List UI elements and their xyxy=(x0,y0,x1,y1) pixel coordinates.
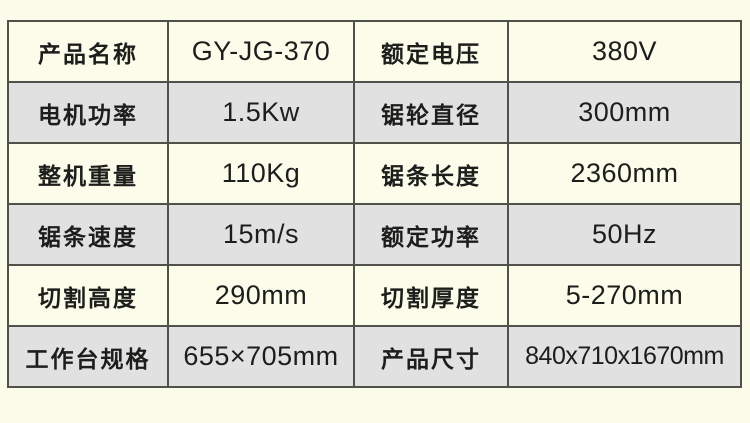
table-row: 工作台规格 655×705mm 产品尺寸 840x710x1670mm xyxy=(7,325,742,388)
saw-blade-length-value: 2360mm xyxy=(507,142,742,205)
cutting-thickness-value: 5-270mm xyxy=(507,264,742,327)
table-row: 产品名称 GY-JG-370 额定电压 380V xyxy=(7,20,742,83)
saw-wheel-diameter-value: 300mm xyxy=(507,81,742,144)
table-row: 锯条速度 15m/s 额定功率 50Hz xyxy=(7,203,742,266)
saw-blade-length-label: 锯条长度 xyxy=(353,142,509,205)
worktable-size-value: 655×705mm xyxy=(167,325,355,388)
rated-voltage-label: 额定电压 xyxy=(353,20,509,83)
worktable-size-label: 工作台规格 xyxy=(7,325,169,388)
rated-power-value: 50Hz xyxy=(507,203,742,266)
machine-weight-label: 整机重量 xyxy=(7,142,169,205)
motor-power-value: 1.5Kw xyxy=(167,81,355,144)
saw-blade-speed-value: 15m/s xyxy=(167,203,355,266)
product-name-label: 产品名称 xyxy=(7,20,169,83)
rated-power-label: 额定功率 xyxy=(353,203,509,266)
table-row: 整机重量 110Kg 锯条长度 2360mm xyxy=(7,142,742,205)
machine-weight-value: 110Kg xyxy=(167,142,355,205)
product-name-value: GY-JG-370 xyxy=(167,20,355,83)
product-dimensions-value: 840x710x1670mm xyxy=(507,325,742,388)
spec-table: 产品名称 GY-JG-370 额定电压 380V 电机功率 1.5Kw 锯轮直径… xyxy=(7,20,742,388)
rated-voltage-value: 380V xyxy=(507,20,742,83)
table-row: 电机功率 1.5Kw 锯轮直径 300mm xyxy=(7,81,742,144)
motor-power-label: 电机功率 xyxy=(7,81,169,144)
cutting-height-value: 290mm xyxy=(167,264,355,327)
saw-blade-speed-label: 锯条速度 xyxy=(7,203,169,266)
product-dimensions-label: 产品尺寸 xyxy=(353,325,509,388)
saw-wheel-diameter-label: 锯轮直径 xyxy=(353,81,509,144)
cutting-thickness-label: 切割厚度 xyxy=(353,264,509,327)
cutting-height-label: 切割高度 xyxy=(7,264,169,327)
table-row: 切割高度 290mm 切割厚度 5-270mm xyxy=(7,264,742,327)
